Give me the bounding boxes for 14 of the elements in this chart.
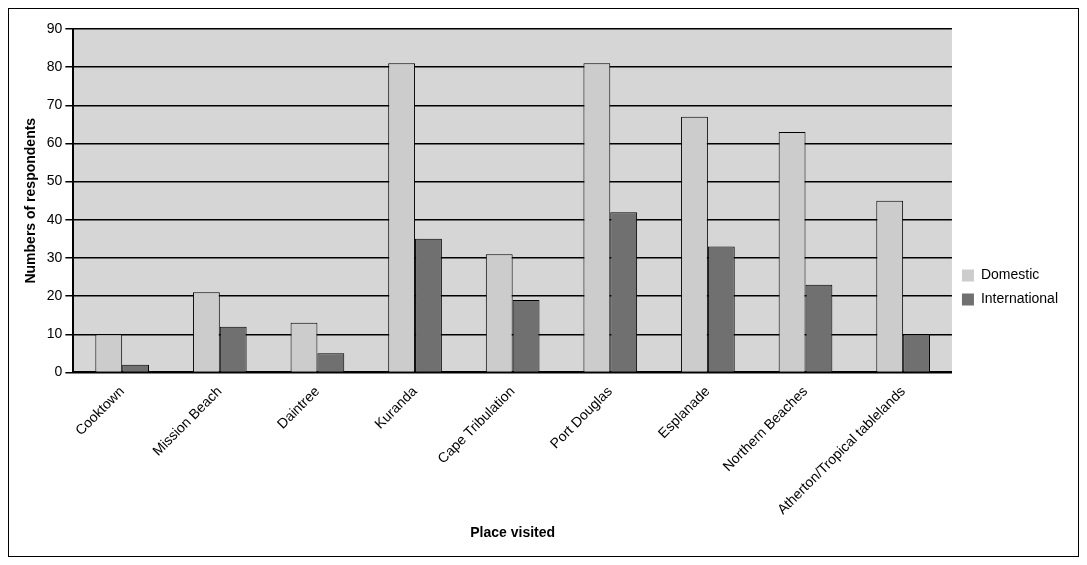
y-tick-label: 80 xyxy=(46,58,63,75)
y-tick-label: 70 xyxy=(46,96,63,113)
y-tick-label: 40 xyxy=(46,210,63,227)
y-axis-title: Numbers of respondents xyxy=(22,117,39,284)
y-tick-label: 90 xyxy=(46,19,63,36)
y-tick-label: 30 xyxy=(46,248,63,265)
y-tick-label: 50 xyxy=(46,172,63,189)
x-axis-title: Place visited xyxy=(470,524,556,541)
y-tick-label: 20 xyxy=(46,286,63,303)
y-tick-label: 60 xyxy=(46,134,63,151)
legend-label: Domestic xyxy=(980,266,1040,283)
legend-label: International xyxy=(980,290,1059,307)
y-tick-label: 10 xyxy=(46,325,63,342)
y-tick-label: 0 xyxy=(54,363,63,380)
